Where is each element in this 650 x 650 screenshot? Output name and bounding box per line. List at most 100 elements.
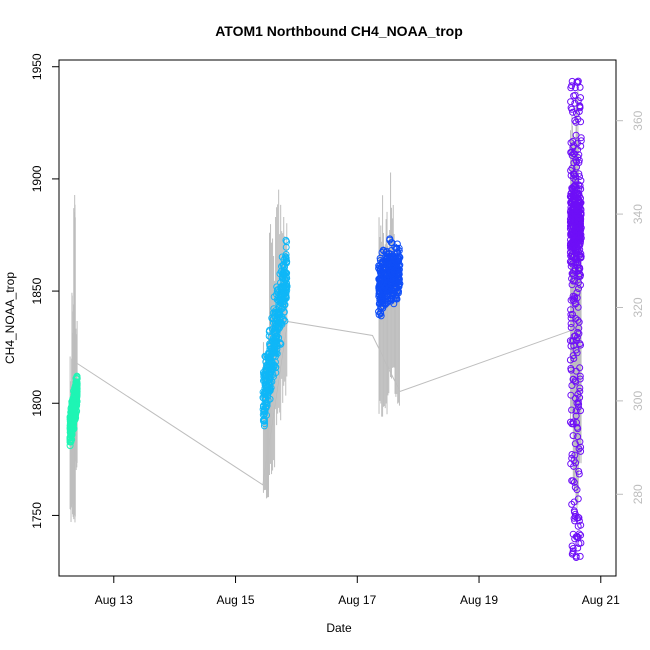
data-point bbox=[567, 244, 574, 252]
data-point bbox=[570, 498, 578, 506]
data-point bbox=[282, 236, 290, 244]
data-point bbox=[574, 115, 582, 123]
data-point bbox=[389, 254, 397, 262]
data-point bbox=[70, 417, 77, 425]
x-tick-label: Aug 21 bbox=[582, 593, 620, 607]
data-point bbox=[375, 292, 383, 300]
data-point bbox=[568, 406, 576, 414]
data-point bbox=[259, 405, 267, 413]
data-point bbox=[281, 287, 289, 295]
data-point bbox=[391, 278, 399, 286]
series-1-points bbox=[66, 372, 81, 450]
data-points-layer bbox=[66, 77, 585, 561]
data-point bbox=[570, 355, 578, 362]
data-point bbox=[571, 440, 579, 448]
data-point bbox=[577, 250, 585, 258]
data-point bbox=[395, 244, 403, 252]
data-point bbox=[282, 243, 290, 251]
data-point bbox=[266, 369, 274, 377]
data-point bbox=[266, 372, 274, 380]
data-point bbox=[575, 191, 583, 199]
data-point bbox=[574, 522, 582, 530]
data-point bbox=[575, 403, 582, 411]
y-tick-label: 1950 bbox=[30, 53, 44, 80]
data-point bbox=[576, 372, 584, 380]
data-point bbox=[571, 394, 579, 402]
data-point bbox=[567, 306, 575, 314]
data-point bbox=[574, 303, 582, 311]
data-point bbox=[69, 394, 77, 402]
data-point bbox=[567, 460, 575, 468]
x-tick-label: Aug 15 bbox=[217, 593, 255, 607]
data-point bbox=[66, 422, 74, 429]
data-point bbox=[394, 259, 402, 267]
data-point bbox=[66, 442, 74, 450]
data-point bbox=[396, 280, 404, 288]
data-point bbox=[570, 478, 578, 486]
data-point bbox=[265, 354, 273, 362]
data-point bbox=[575, 470, 583, 478]
data-point bbox=[567, 98, 575, 106]
data-point bbox=[270, 348, 278, 356]
data-point bbox=[387, 247, 395, 254]
data-point bbox=[568, 542, 576, 550]
data-point bbox=[575, 330, 583, 338]
data-point bbox=[71, 415, 79, 423]
data-point bbox=[276, 323, 284, 331]
data-point bbox=[282, 283, 290, 290]
y2-tick-label: 280 bbox=[631, 484, 645, 504]
data-point bbox=[73, 388, 81, 396]
series-2-points bbox=[259, 236, 291, 430]
data-point bbox=[568, 252, 576, 260]
data-point bbox=[577, 341, 584, 349]
data-point bbox=[71, 412, 79, 420]
data-point bbox=[376, 277, 384, 285]
data-point bbox=[567, 366, 575, 374]
data-point bbox=[575, 285, 582, 293]
x-tick-label: Aug 13 bbox=[95, 593, 133, 607]
data-point bbox=[260, 377, 267, 385]
data-point bbox=[390, 286, 398, 294]
data-point bbox=[569, 108, 577, 116]
data-point bbox=[569, 144, 577, 152]
data-point bbox=[393, 268, 401, 276]
data-point bbox=[266, 340, 274, 348]
data-point bbox=[570, 342, 578, 350]
data-point bbox=[568, 148, 576, 156]
data-point bbox=[279, 284, 287, 292]
data-point bbox=[73, 379, 81, 387]
data-point bbox=[269, 366, 277, 374]
data-point bbox=[393, 240, 401, 248]
data-point bbox=[573, 334, 581, 341]
data-point bbox=[572, 459, 580, 467]
data-point bbox=[388, 264, 396, 272]
data-point bbox=[567, 324, 575, 331]
data-point bbox=[272, 319, 280, 327]
x-tick-label: Aug 19 bbox=[460, 593, 498, 607]
data-point bbox=[570, 92, 578, 100]
data-point bbox=[378, 249, 386, 256]
data-point bbox=[572, 407, 580, 415]
data-point bbox=[571, 451, 579, 459]
data-point bbox=[381, 262, 389, 270]
data-point bbox=[377, 312, 385, 320]
data-point bbox=[381, 301, 389, 308]
data-point bbox=[280, 268, 288, 276]
data-point bbox=[570, 297, 578, 304]
data-point bbox=[569, 418, 577, 426]
data-point bbox=[567, 296, 575, 304]
data-point bbox=[571, 535, 579, 543]
data-point bbox=[570, 259, 578, 267]
data-point bbox=[567, 258, 575, 266]
series-4-points bbox=[566, 77, 585, 561]
data-point bbox=[572, 412, 580, 420]
data-point bbox=[263, 388, 271, 396]
data-point bbox=[260, 415, 268, 423]
data-point bbox=[272, 327, 280, 335]
data-point bbox=[271, 339, 279, 347]
data-point bbox=[569, 547, 577, 555]
y-axis-left: 1750 1800 1850 1900 1950 bbox=[30, 53, 59, 529]
data-point bbox=[382, 274, 389, 282]
data-point bbox=[266, 395, 274, 403]
